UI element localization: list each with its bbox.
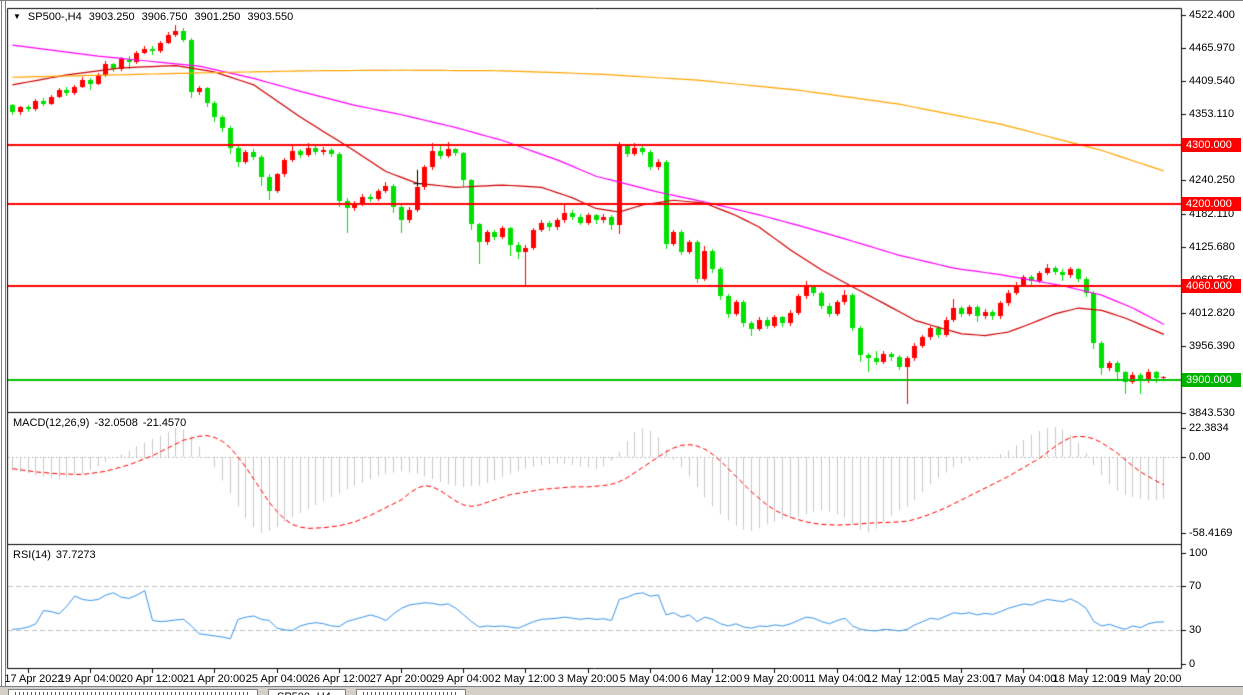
macd-signal-value: -21.4570 xyxy=(142,417,187,429)
chart-tab-left[interactable] xyxy=(8,689,258,695)
macd-tick-label: 22.3834 xyxy=(1189,422,1229,434)
time-tick-label: 19 Apr 04:00 xyxy=(58,673,122,685)
time-tick-label: 27 Apr 20:00 xyxy=(369,673,433,685)
price-tick-label: 4409.540 xyxy=(1189,75,1235,87)
time-tick-label: 11 May 04:00 xyxy=(804,673,870,685)
time-tick-label: 26 Apr 12:00 xyxy=(307,673,371,685)
time-tick-label: 12 May 12:00 xyxy=(865,673,933,685)
time-tick-label: 3 May 20:00 xyxy=(557,673,619,685)
time-tick-label: 29 Apr 04:00 xyxy=(431,673,495,685)
time-tick-label: 9 May 20:00 xyxy=(743,673,805,685)
macd-name: MACD(12,26,9) xyxy=(13,417,90,429)
price-tick-label: 4240.250 xyxy=(1189,174,1235,186)
time-tick-label: 15 May 23:00 xyxy=(927,673,995,685)
rsi-tick-label: 100 xyxy=(1189,547,1208,559)
chart-title: ▼ SP500-,H4 3903.250 3906.750 3901.250 3903.5… xyxy=(13,11,300,23)
clipped-tab-text xyxy=(363,692,459,695)
price-tick-label: 3843.530 xyxy=(1189,407,1235,419)
rsi-value: 37.7273 xyxy=(55,549,96,561)
macd-tick-label: -58.4169 xyxy=(1189,527,1233,539)
time-tick-label: 19 May 20:00 xyxy=(1114,673,1182,685)
price-tick-label: 4012.820 xyxy=(1189,307,1235,319)
macd-pane[interactable] xyxy=(8,413,1181,544)
chart-tab-strip: SP500-,H4 xyxy=(0,686,1243,695)
rsi-tick-label: 30 xyxy=(1189,624,1202,636)
time-tick-label: 25 Apr 04:00 xyxy=(245,673,309,685)
price-level-badge: 3900.000 xyxy=(1182,373,1241,387)
rsi-indicator-label: RSI(14) 37.7273 xyxy=(13,549,101,561)
rsi-tick-label: 0 xyxy=(1189,658,1196,670)
rsi-pane[interactable] xyxy=(8,545,1181,668)
chart-tab-active[interactable]: SP500-,H4 xyxy=(268,689,346,695)
chart-tab-right[interactable] xyxy=(356,689,466,695)
macd-main-value: -32.0508 xyxy=(94,417,138,429)
time-tick-label: 20 Apr 12:00 xyxy=(120,673,184,685)
close-value: 3903.550 xyxy=(247,11,294,23)
clipped-tab-text xyxy=(15,692,251,695)
price-tick-label: 4125.680 xyxy=(1189,241,1235,253)
window-left-edge-outer xyxy=(1,0,2,686)
symbol-period-label: SP500-,H4 xyxy=(27,11,82,23)
price-tick-label: 4465.970 xyxy=(1189,42,1235,54)
time-tick-label: 17 Apr 2022 xyxy=(4,673,64,685)
macd-indicator-label: MACD(12,26,9) -32.0508 -21.4570 xyxy=(13,417,191,429)
high-value: 3906.750 xyxy=(141,11,188,23)
time-tick-label: 18 May 12:00 xyxy=(1052,673,1120,685)
price-level-badge: 4060.000 xyxy=(1182,279,1241,293)
main-price-pane[interactable] xyxy=(8,9,1181,412)
symbol-dropdown-icon[interactable]: ▼ xyxy=(13,12,21,21)
price-tick-label: 4353.110 xyxy=(1189,108,1235,120)
macd-tick-label: 0.00 xyxy=(1189,451,1211,463)
low-value: 3901.250 xyxy=(194,11,241,23)
time-tick-label: 21 Apr 20:00 xyxy=(182,673,246,685)
open-value: 3903.250 xyxy=(88,11,135,23)
window-top-edge xyxy=(0,0,1243,1)
rsi-tick-label: 70 xyxy=(1189,580,1202,592)
rsi-name: RSI(14) xyxy=(13,549,51,561)
time-tick-label: 6 May 12:00 xyxy=(681,673,743,685)
active-tab-label: SP500-,H4 xyxy=(277,691,345,695)
price-tick-label: 3956.390 xyxy=(1189,340,1235,352)
price-level-badge: 4200.000 xyxy=(1182,197,1241,211)
time-tick-label: 5 May 04:00 xyxy=(619,673,681,685)
price-tick-label: 4522.400 xyxy=(1189,9,1235,21)
price-tick-label: 4182.110 xyxy=(1189,208,1235,220)
window-left-edge-inner xyxy=(5,0,6,686)
time-tick-label: 2 May 12:00 xyxy=(494,673,556,685)
time-tick-label: 17 May 04:00 xyxy=(989,673,1057,685)
price-level-badge: 4300.000 xyxy=(1182,138,1241,152)
